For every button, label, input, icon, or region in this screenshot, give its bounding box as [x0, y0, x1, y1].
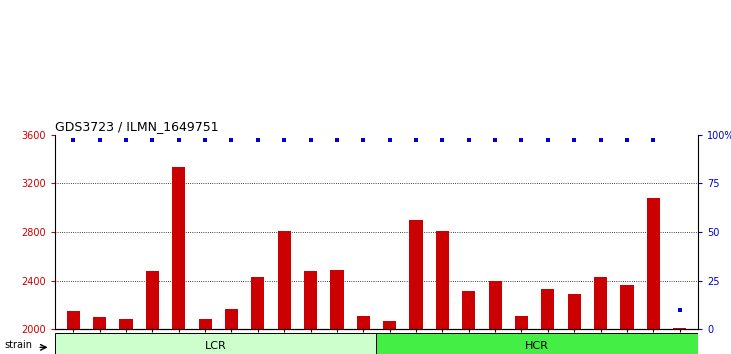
Bar	[330, 270, 344, 329]
Bar	[199, 319, 212, 329]
Bar	[462, 291, 475, 329]
Bar	[251, 277, 265, 329]
Bar	[673, 328, 686, 329]
Bar	[67, 311, 80, 329]
Text: GDS3723 / ILMN_1649751: GDS3723 / ILMN_1649751	[55, 120, 219, 133]
Bar	[119, 319, 132, 329]
Text: HCR: HCR	[526, 341, 549, 351]
Bar	[278, 231, 291, 329]
Bar	[647, 198, 660, 329]
Bar	[225, 309, 238, 329]
Bar	[488, 280, 501, 329]
Bar	[515, 316, 528, 329]
Text: strain: strain	[4, 340, 32, 350]
Bar	[409, 220, 423, 329]
Bar	[357, 316, 370, 329]
Bar	[621, 285, 634, 329]
Bar	[541, 289, 554, 329]
Bar	[436, 231, 449, 329]
Bar	[93, 317, 106, 329]
Bar	[304, 271, 317, 329]
Bar	[567, 294, 581, 329]
Bar	[376, 333, 698, 354]
Bar	[383, 321, 396, 329]
Bar	[594, 277, 607, 329]
Text: LCR: LCR	[205, 341, 227, 351]
Bar	[172, 167, 186, 329]
Bar	[145, 271, 159, 329]
Bar	[55, 333, 376, 354]
